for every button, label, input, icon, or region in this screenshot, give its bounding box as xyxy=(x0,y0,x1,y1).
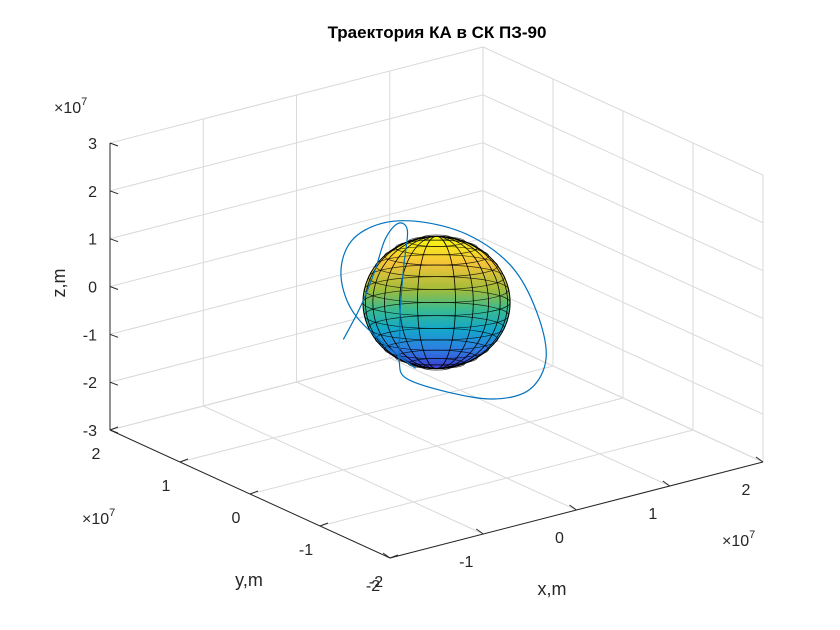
wall-grid-line xyxy=(482,46,764,176)
x-tick-label: 1 xyxy=(648,506,657,523)
y-tick-mark xyxy=(249,490,259,495)
trajectory-line xyxy=(340,220,547,400)
z-tick-label: 2 xyxy=(88,184,97,201)
x-tick-mark xyxy=(662,480,671,487)
wall-grid-line xyxy=(482,333,764,463)
z-multiplier: ×107 xyxy=(54,96,87,117)
x-tick-label: -2 xyxy=(366,578,380,595)
x-tick-label: -1 xyxy=(459,554,473,571)
z-tick-label: -3 xyxy=(83,423,97,440)
wall-grid-line xyxy=(109,142,484,240)
floor-grid-line xyxy=(249,397,624,495)
z-tick-labels: -3 -2 -1 0 1 2 3 xyxy=(83,136,119,440)
z-tick-label: 3 xyxy=(88,136,97,153)
x-tick-label: 2 xyxy=(742,482,751,499)
z-tick-mark xyxy=(109,238,119,243)
wall-grid-line xyxy=(109,190,484,287)
wall-grid-line xyxy=(482,237,764,367)
earth-longitude-line xyxy=(365,236,508,370)
z-tick-label: -1 xyxy=(83,327,97,344)
y-tick-mark xyxy=(179,458,189,463)
wall-grid-line xyxy=(482,94,764,224)
floor-grid-line xyxy=(179,365,554,463)
x-tick-label: 0 xyxy=(555,530,564,547)
z-tick-mark xyxy=(109,381,119,386)
floor-grid-line xyxy=(319,429,694,527)
wall-grid-line xyxy=(482,142,764,272)
x-tick-mark xyxy=(382,552,391,559)
y-tick-label: 1 xyxy=(162,478,171,495)
z-tick-label: -2 xyxy=(83,375,97,392)
wall-grid-line xyxy=(482,285,764,415)
y-tick-labels: -2 -1 0 1 2 xyxy=(92,426,399,591)
wall-grid-line xyxy=(109,46,484,144)
z-tick-label: 1 xyxy=(88,232,97,249)
y-tick-mark xyxy=(389,554,399,559)
wall-grid-line xyxy=(109,94,484,192)
y-axis-label: y,m xyxy=(235,570,263,590)
y-tick-label: -1 xyxy=(299,542,313,559)
z-tick-mark xyxy=(109,333,119,338)
y-tick-label: 0 xyxy=(232,510,241,527)
x-tick-labels: -2 -1 0 1 2 xyxy=(366,456,764,595)
y-tick-mark xyxy=(319,522,329,527)
y-tick-label: 2 xyxy=(92,446,101,463)
z-axis-label: z,m xyxy=(49,269,69,298)
z-tick-mark xyxy=(109,190,119,195)
y-multiplier: ×107 xyxy=(82,507,115,528)
x-tick-mark xyxy=(569,504,577,511)
x-axis-label: x,m xyxy=(538,579,567,599)
z-tick-mark xyxy=(109,142,119,147)
y-tick-mark xyxy=(109,426,119,431)
chart-title: Траектория КА в СК ПЗ-90 xyxy=(328,23,547,42)
x-tick-mark xyxy=(755,456,764,463)
trajectory-series xyxy=(340,220,547,400)
earth-ellipsoid xyxy=(362,234,511,371)
y-tick-label: -2 xyxy=(369,574,383,591)
z-tick-mark xyxy=(109,286,119,290)
x-tick-mark xyxy=(476,528,484,535)
x-multiplier: ×107 xyxy=(722,529,755,550)
z-tick-label: 0 xyxy=(88,280,97,297)
wall-grid-line xyxy=(482,190,764,319)
z-tick-mark xyxy=(109,429,119,434)
